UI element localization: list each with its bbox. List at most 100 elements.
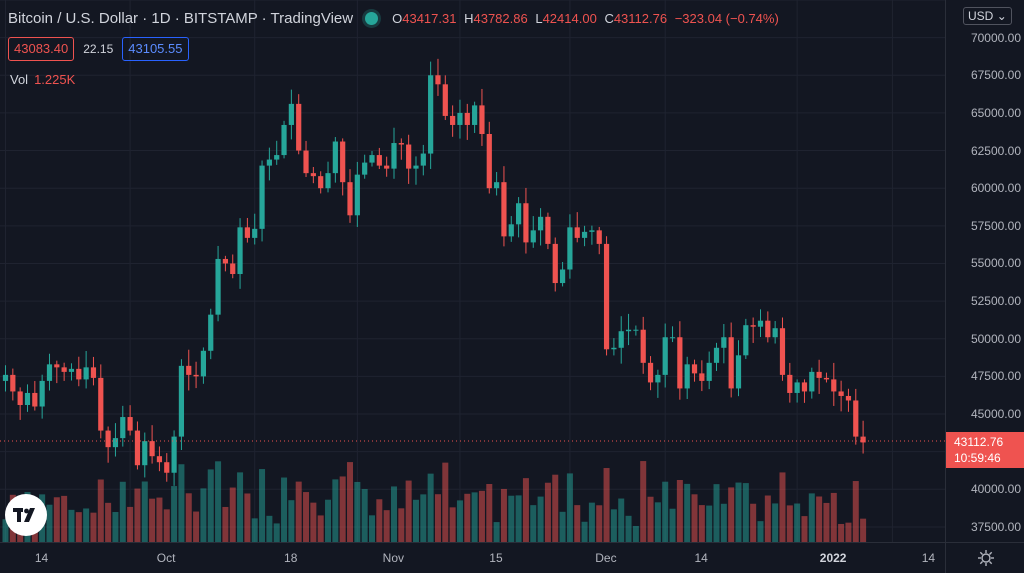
candle-body — [413, 165, 419, 169]
candle-body — [669, 337, 676, 339]
candle-body — [215, 258, 221, 315]
buy-button[interactable]: 43105.55 — [122, 37, 189, 61]
candle-body — [156, 456, 163, 463]
candle-body — [472, 105, 478, 125]
candle-body — [90, 367, 97, 378]
price-tick-label: 55000.00 — [970, 256, 1021, 271]
volume-bar — [632, 525, 639, 542]
volume-bar — [376, 499, 383, 542]
volume-bar — [720, 503, 727, 542]
volume-bar — [845, 522, 852, 542]
volume-bar — [361, 489, 368, 542]
candle-body — [244, 227, 250, 238]
volume-value: 1.225K — [34, 72, 76, 87]
volume-bar — [456, 500, 463, 542]
candle-body — [24, 392, 31, 405]
price-tick-label: 60000.00 — [970, 181, 1021, 196]
chart-area[interactable]: Bitcoin / U.S. Dollar · 1D · BITSTAMP · … — [0, 0, 945, 542]
volume-bar — [596, 505, 603, 542]
sell-button[interactable]: 43083.40 — [8, 37, 75, 61]
candlesticks — [2, 58, 866, 486]
volume-bar — [698, 505, 705, 542]
volume-bar — [669, 508, 676, 542]
change-value: −323.04 (−0.74%) — [674, 10, 779, 26]
candle-body — [178, 365, 185, 437]
volume-bar — [530, 505, 537, 542]
candle-body — [655, 374, 661, 383]
candle-body — [10, 374, 16, 392]
candle-body — [860, 436, 866, 443]
candle-body — [193, 374, 199, 377]
candle-body — [369, 155, 375, 163]
candle-body — [120, 417, 126, 439]
volume-bar — [427, 473, 434, 542]
tradingview-logo-icon[interactable] — [5, 494, 47, 536]
volume-bar — [97, 479, 104, 542]
candle-body — [647, 362, 654, 383]
volume-bar — [390, 486, 397, 542]
volume-bar — [369, 515, 375, 542]
candle-body — [112, 438, 119, 448]
volume-bar — [237, 472, 244, 542]
volume-bar — [310, 502, 317, 542]
volume-bar — [434, 494, 441, 542]
volume-bar — [522, 478, 529, 542]
candle-body — [699, 373, 705, 381]
symbol-legend[interactable]: Bitcoin / U.S. Dollar · 1D · BITSTAMP · … — [8, 7, 783, 29]
candle-body — [398, 143, 404, 145]
last-price-value: 43112.76 — [954, 435, 1004, 449]
volume-bar — [588, 502, 595, 542]
last-price-tag: 43112.76 10:59:46 — [946, 432, 1024, 468]
candle-body — [354, 174, 360, 216]
price-chart[interactable] — [0, 0, 945, 542]
candle-body — [98, 377, 104, 431]
symbol-title[interactable]: Bitcoin / U.S. Dollar · 1D · BITSTAMP · … — [8, 9, 354, 27]
candle-body — [625, 329, 632, 332]
candle-body — [149, 441, 155, 457]
candle-body — [853, 400, 859, 437]
currency-selector[interactable]: USD ⌄ — [963, 7, 1012, 25]
candle-body — [2, 374, 9, 381]
time-tick-label: 2022 — [819, 551, 847, 565]
time-tick-label: Oct — [156, 551, 176, 565]
volume-bar — [478, 490, 485, 542]
volume-bar — [838, 523, 845, 542]
candle-body — [76, 368, 82, 380]
price-axis[interactable]: USD ⌄ 70000.00 67500.00 65000.00 62500.00 60… — [945, 0, 1024, 542]
candle-body — [281, 124, 287, 156]
candle-body — [200, 350, 207, 377]
volume-bar — [728, 487, 735, 542]
volume-bar — [713, 484, 720, 542]
volume-bar — [566, 473, 573, 542]
volume-bar — [640, 461, 647, 542]
volume-bar — [222, 506, 229, 542]
low-label: L — [535, 10, 543, 26]
volume-bar — [178, 464, 185, 542]
volume-bar — [764, 495, 771, 542]
volume-bar — [317, 515, 324, 542]
candle-body — [296, 103, 302, 151]
time-axis[interactable]: 14 Oct 18 Nov 15 Dec 14 2022 14 — [0, 542, 945, 573]
volume-bar — [266, 515, 273, 542]
candle-body — [765, 320, 771, 338]
candle-body — [222, 258, 228, 264]
volume-legend[interactable]: Vol 1.225K — [10, 72, 75, 87]
candle-body — [735, 355, 742, 389]
candle-body — [684, 364, 690, 389]
candle-body — [816, 371, 822, 378]
settings-icon[interactable] — [945, 542, 1024, 573]
volume-bar — [830, 492, 837, 542]
candle-body — [105, 430, 111, 448]
candle-body — [457, 112, 463, 125]
volume-bar — [544, 482, 551, 542]
volume-bar — [706, 505, 713, 542]
candle-body — [54, 364, 60, 368]
candle-body — [831, 379, 837, 392]
candle-body — [164, 462, 170, 473]
volume-bar — [750, 503, 757, 542]
candle-body — [347, 182, 353, 216]
volume-bar — [251, 518, 258, 542]
candle-body — [464, 112, 470, 125]
candle-body — [391, 143, 397, 169]
volume-bar — [779, 472, 786, 542]
